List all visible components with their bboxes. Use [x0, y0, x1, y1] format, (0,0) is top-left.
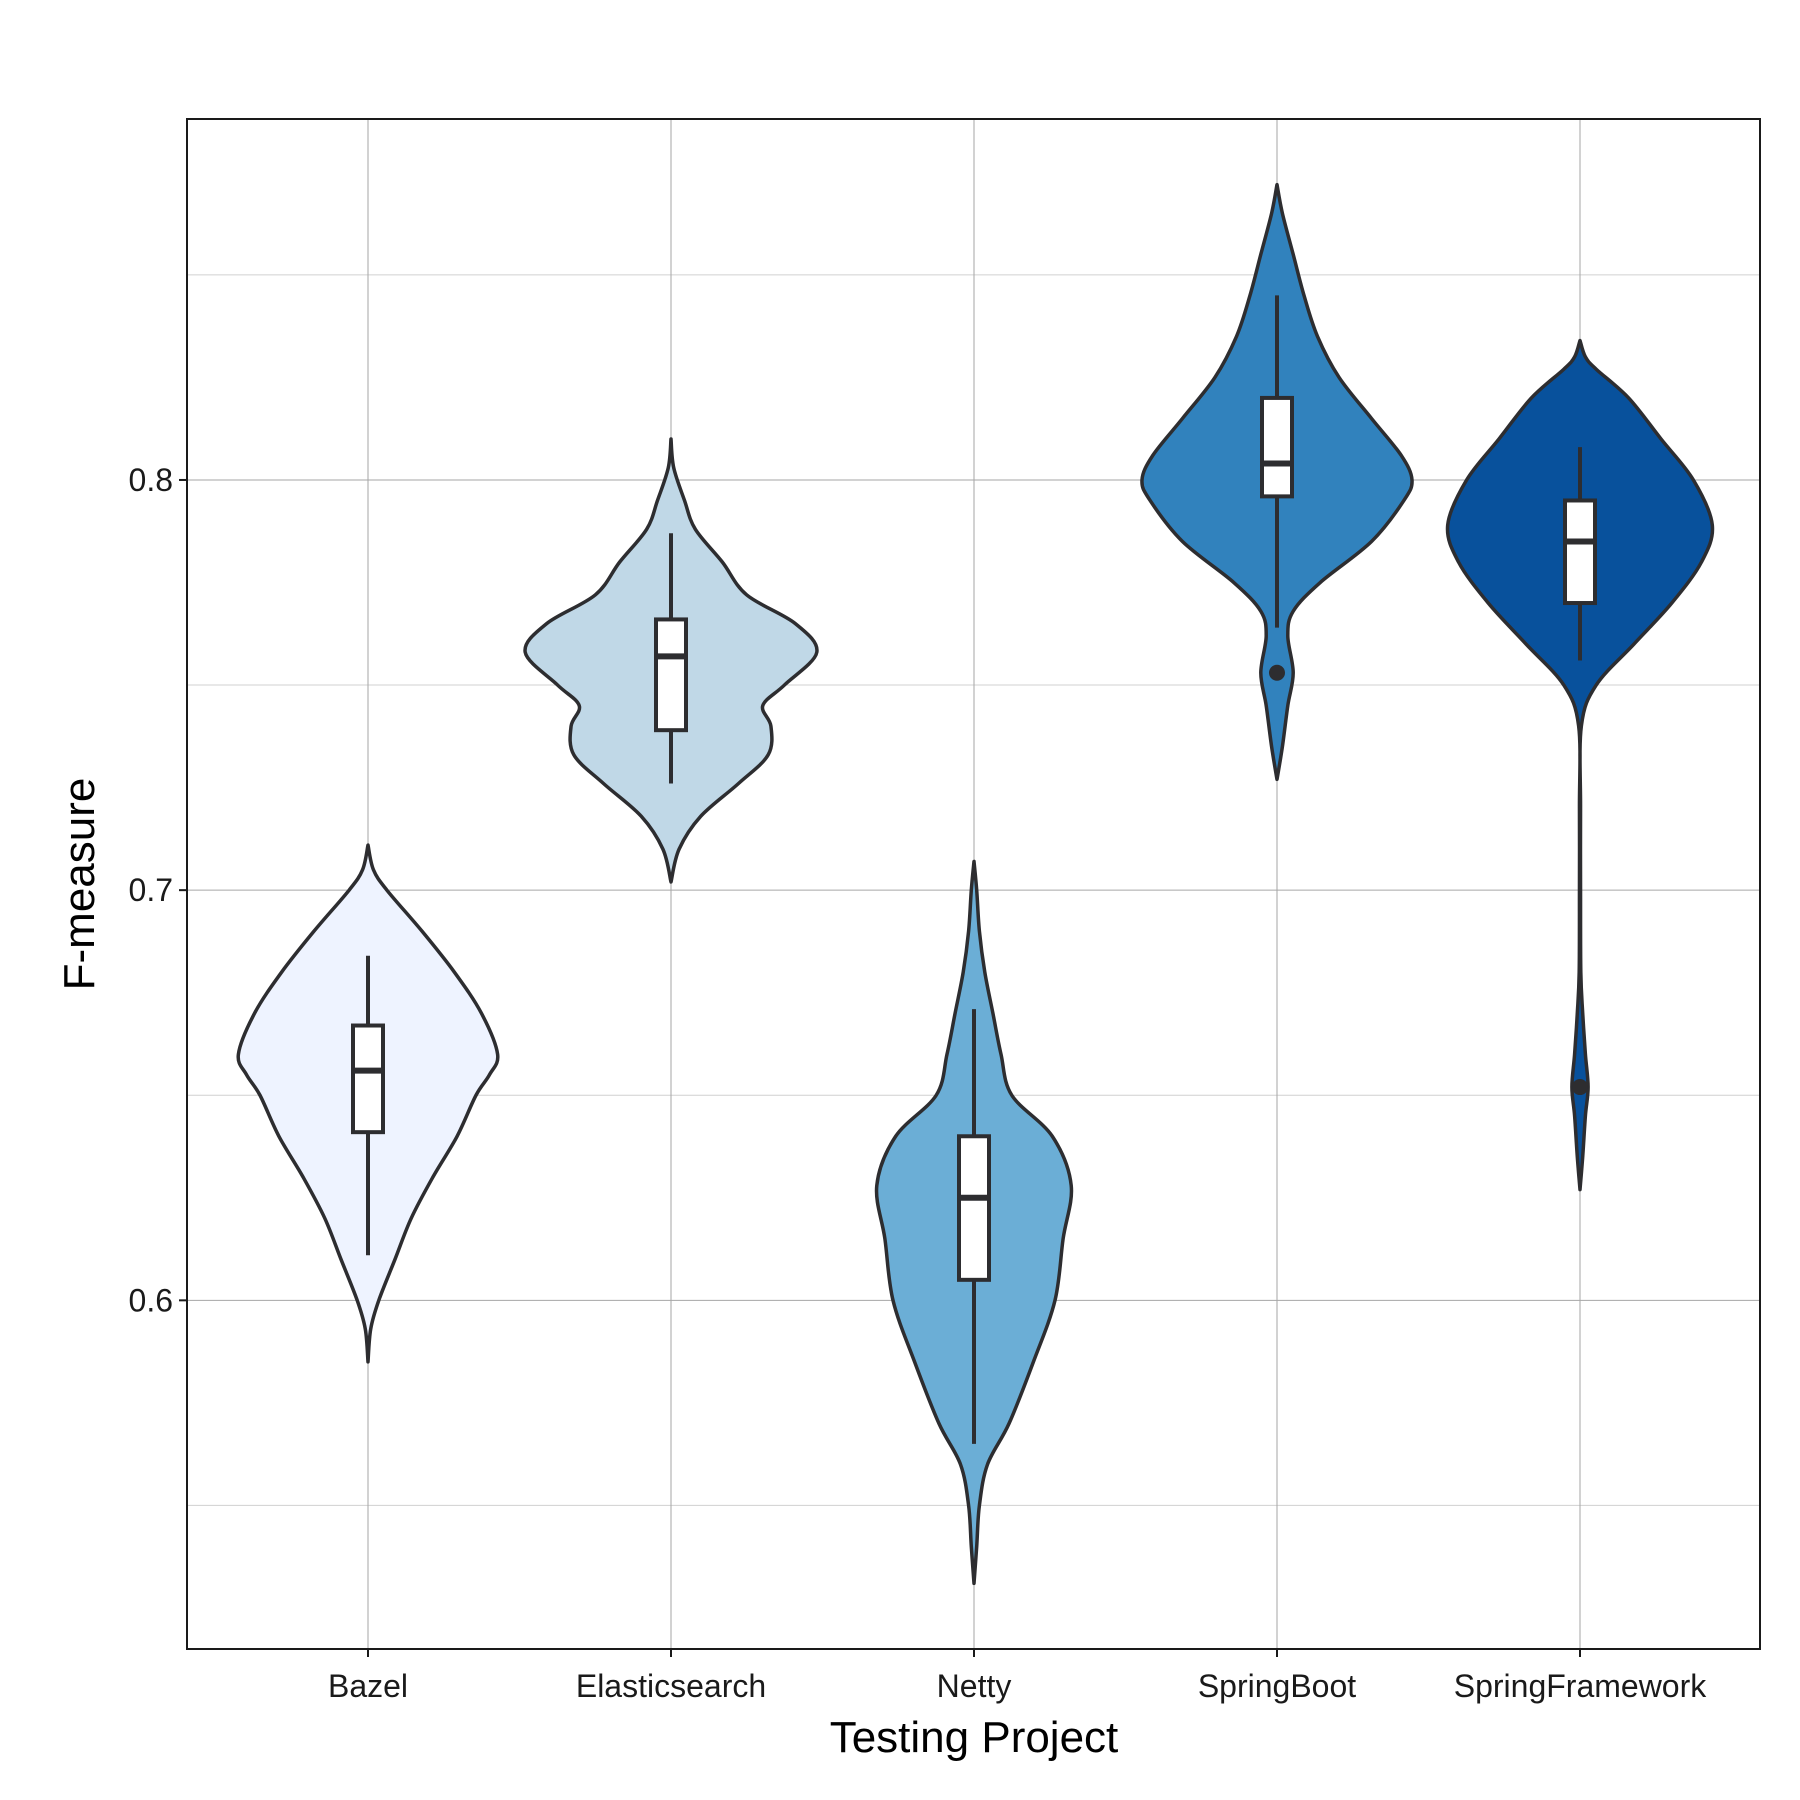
- x-axis-title: Testing Project: [830, 1713, 1119, 1762]
- box: [351, 1023, 385, 1135]
- outlier-point: [1572, 1079, 1588, 1096]
- violin-group-elasticsearch: [523, 437, 819, 884]
- x-tick-label: SpringBoot: [1198, 1668, 1356, 1704]
- y-axis-title: F-measure: [55, 778, 104, 991]
- box: [1563, 498, 1597, 606]
- violin-group-bazel: [236, 843, 500, 1364]
- violin-body: [1445, 338, 1715, 1192]
- y-tick-label: 0.6: [129, 1282, 173, 1318]
- box: [654, 617, 688, 733]
- x-tick-label: Elasticsearch: [576, 1668, 766, 1704]
- violin-group-netty: [874, 859, 1074, 1586]
- y-tick-label: 0.7: [129, 872, 173, 908]
- x-tick-label: SpringFramework: [1454, 1668, 1708, 1704]
- violin-layer: [236, 182, 1715, 1586]
- x-tick-label: Netty: [937, 1668, 1012, 1704]
- x-tick-label: Bazel: [328, 1668, 408, 1704]
- box: [957, 1134, 991, 1282]
- axis-layer: 0.6 0.7 0.8 Bazel Elasticsearch Netty SpringBo…: [129, 462, 1708, 1704]
- box: [1260, 395, 1294, 499]
- outlier-point: [1269, 664, 1285, 681]
- violin-group-springboot: [1140, 182, 1414, 782]
- y-tick-label: 0.8: [129, 462, 173, 498]
- violin-group-springframework: [1445, 338, 1715, 1192]
